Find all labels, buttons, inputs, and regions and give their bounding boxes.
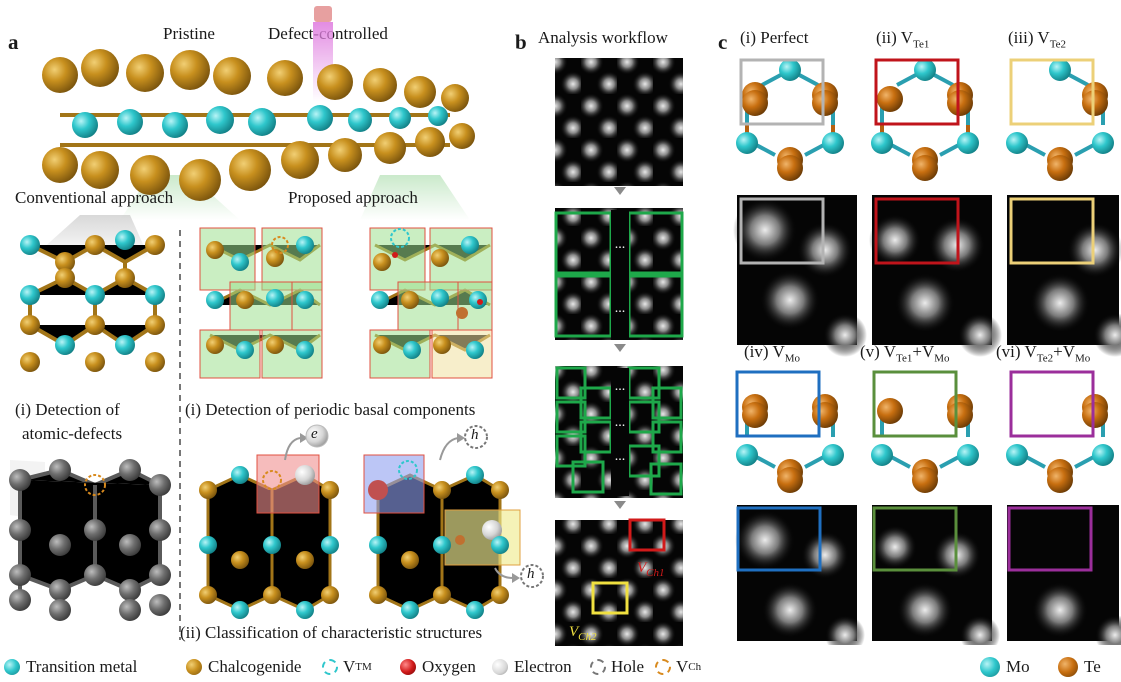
stem-vte2-vmo <box>1007 505 1121 645</box>
dots-3: ... <box>615 379 626 394</box>
dots-2: ... <box>615 301 626 316</box>
structure-perfect <box>736 58 844 181</box>
structure-vte1 <box>871 58 979 181</box>
chalcogenide-icon <box>186 659 202 675</box>
vtm-ring-icon <box>322 659 338 675</box>
mo-icon <box>980 657 1000 677</box>
case-4-title: (iv) VMo <box>744 342 801 365</box>
case-6-title: (vi) VTe2+VMo <box>996 342 1091 365</box>
electron-bubble <box>305 424 329 448</box>
structure-vte2 <box>1006 58 1114 181</box>
pristine-label: Pristine <box>163 24 215 43</box>
oxygen-icon <box>400 659 416 675</box>
detect-atomic-label-1: (i) Detection of <box>15 400 120 419</box>
legend-mo: Mo <box>980 657 1030 677</box>
case-1-title: (i) Perfect <box>740 28 809 47</box>
dots-5: ... <box>615 449 626 464</box>
structure-vte1-vmo <box>871 370 979 493</box>
stem-vte2 <box>1007 195 1121 357</box>
periodic-components-2 <box>369 227 493 379</box>
legend-transition-metal: Transition metal <box>4 657 137 677</box>
legend-hole: Hole <box>590 657 644 677</box>
dots-1: ... <box>615 237 626 252</box>
electron-e-label: e <box>311 426 318 442</box>
te-icon <box>1058 657 1078 677</box>
electron-icon <box>492 659 508 675</box>
stem-vte1 <box>869 195 1002 357</box>
case-3-title: (iii) VTe2 <box>1008 28 1067 51</box>
probe-tip <box>314 6 332 22</box>
panel-a-graphics <box>9 6 544 640</box>
vch1-box <box>628 518 666 552</box>
panel-c-graphics <box>733 58 1121 645</box>
legend-electron: Electron <box>492 657 572 677</box>
legend-vtm: V TM <box>322 657 372 677</box>
classification-structure-1 <box>199 424 339 619</box>
vch-ring-icon <box>655 659 671 675</box>
panel-b-letter: b <box>515 30 527 54</box>
structure-vte2-vmo <box>1006 370 1114 493</box>
conventional-approach-label: Conventional approach <box>15 188 174 207</box>
periodic-components-1 <box>199 227 323 379</box>
classification-label: (ii) Classification of characteristic st… <box>180 623 483 642</box>
case-2-title: (ii) VTe1 <box>876 28 930 51</box>
crystal-slab <box>42 49 475 201</box>
hole-h-label-2: h <box>527 566 535 582</box>
panel-b-graphics: ... ... ... ... ... VCh1 VCh2 <box>554 58 684 646</box>
panel-c-letter: c <box>718 30 728 54</box>
hole-bubble-2 <box>520 564 544 588</box>
cone-2 <box>360 175 470 220</box>
structure-vmo <box>735 370 844 493</box>
grey-structure <box>9 459 171 621</box>
conventional-structure <box>20 230 165 372</box>
hole-bubble-1 <box>464 425 488 449</box>
legend-te: Te <box>1058 657 1101 677</box>
case-5-title: (v) VTe1+VMo <box>860 342 950 365</box>
stem-vmo <box>735 505 865 645</box>
detect-atomic-label-2: atomic-defects <box>22 424 123 443</box>
hole-ring-icon <box>590 659 606 675</box>
vch2-label: VCh2 <box>569 624 597 643</box>
stem-vte1-vmo <box>872 505 1000 645</box>
classification-structure-2 <box>363 425 544 619</box>
legend-vch: V Ch <box>655 657 701 677</box>
vch2-box <box>591 581 629 615</box>
stem-perfect <box>733 195 867 357</box>
detect-periodic-label: (i) Detection of periodic basal componen… <box>185 400 476 419</box>
analysis-workflow-title: Analysis workflow <box>538 28 668 47</box>
dots-4: ... <box>615 415 626 430</box>
legend-chalcogenide: Chalcogenide <box>186 657 301 677</box>
transition-metal-icon <box>4 659 20 675</box>
panel-a-letter: a <box>8 30 19 54</box>
vch1-label: VCh1 <box>637 560 665 579</box>
stem-image-1 <box>555 58 683 186</box>
legend-oxygen: Oxygen <box>400 657 476 677</box>
proposed-approach-label: Proposed approach <box>288 188 418 207</box>
hole-h-label-1: h <box>471 427 479 443</box>
